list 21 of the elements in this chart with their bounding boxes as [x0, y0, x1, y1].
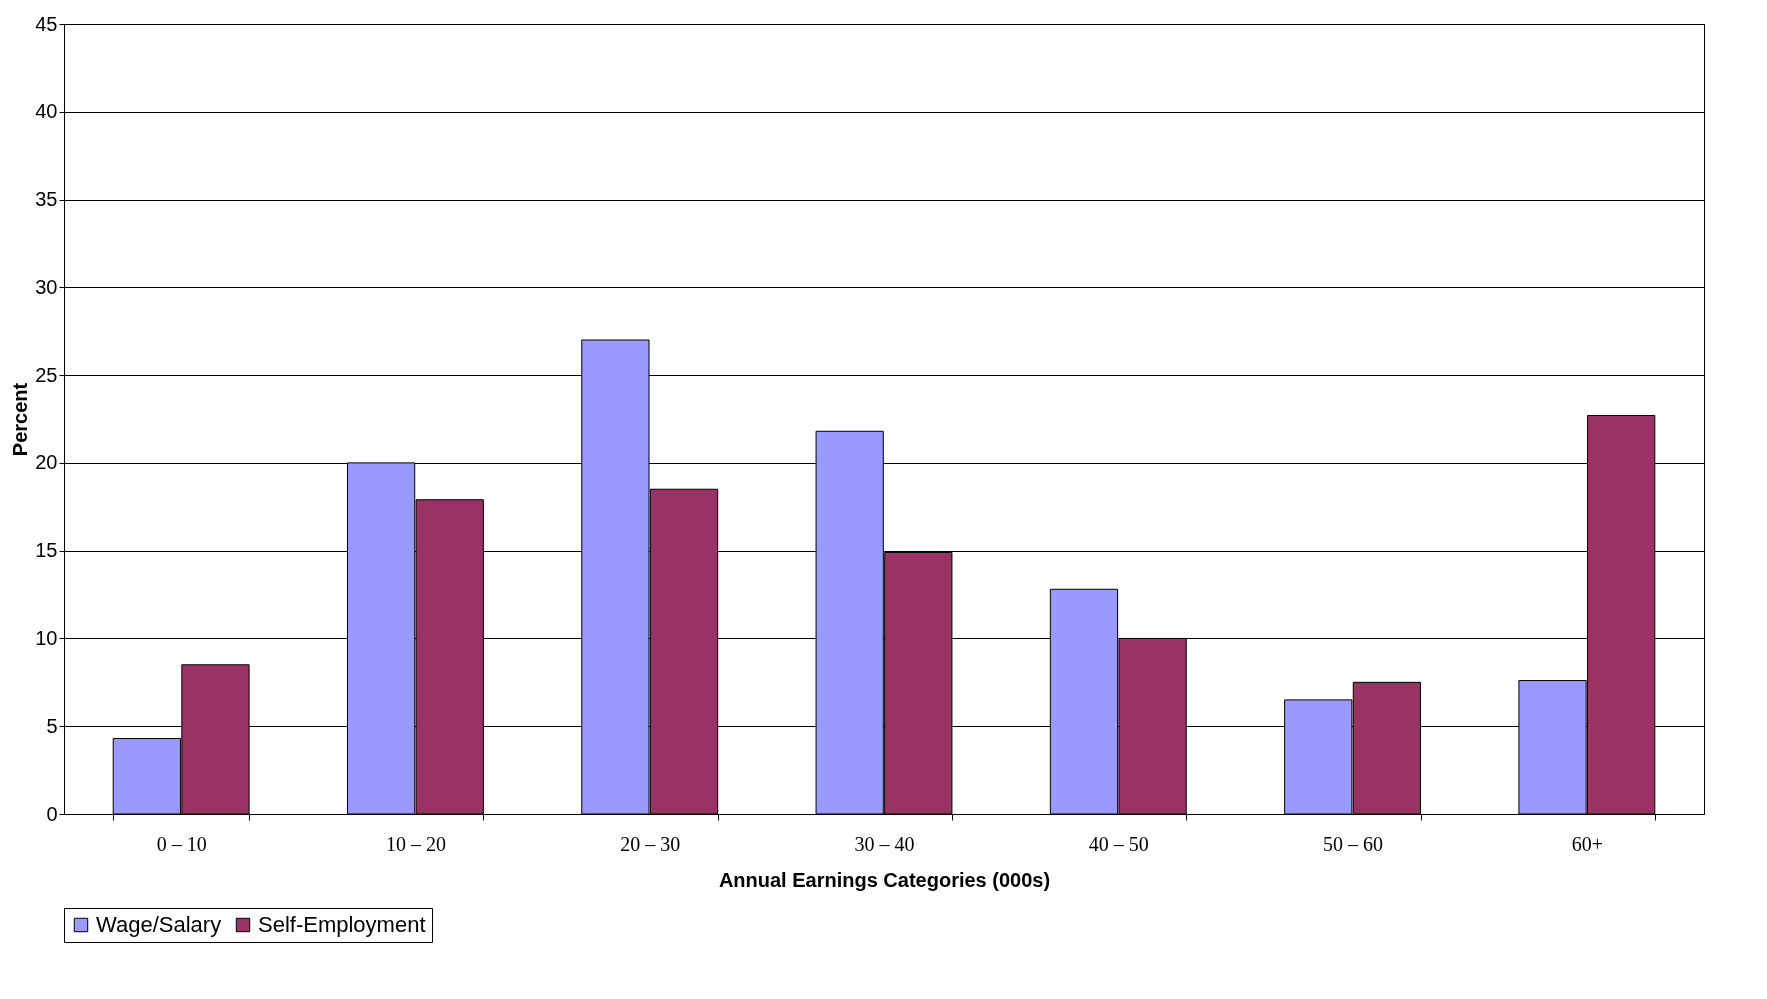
y-tick-label: 20	[35, 451, 58, 474]
y-tick-label: 25	[35, 363, 58, 386]
x-tick-label: 30 – 40	[854, 832, 915, 855]
y-tick-label: 45	[35, 12, 58, 35]
x-tick-label: 0 – 10	[156, 832, 207, 855]
x-axis-title: Annual Earnings Categories (000s)	[718, 868, 1051, 891]
y-tick-label: 40	[35, 100, 58, 123]
x-tick-label: 50 – 60	[1323, 832, 1384, 855]
y-tick-label: 35	[35, 188, 58, 211]
y-tick-label: 0	[46, 802, 58, 825]
x-tick-label: 20 – 30	[620, 832, 681, 855]
y-tick-label: 10	[35, 626, 58, 649]
y-axis-title: Percent	[9, 382, 32, 457]
y-tick-label: 15	[35, 539, 58, 562]
legend-label: Wage/Salary	[96, 912, 222, 937]
x-tick-label: 60+	[1571, 832, 1603, 855]
y-tick-label: 30	[35, 275, 58, 298]
x-tick-label: 10 – 20	[385, 832, 446, 855]
x-tick-label: 40 – 50	[1088, 832, 1149, 855]
y-tick-label: 5	[46, 714, 58, 737]
legend-label: Self-Employment	[258, 912, 426, 937]
